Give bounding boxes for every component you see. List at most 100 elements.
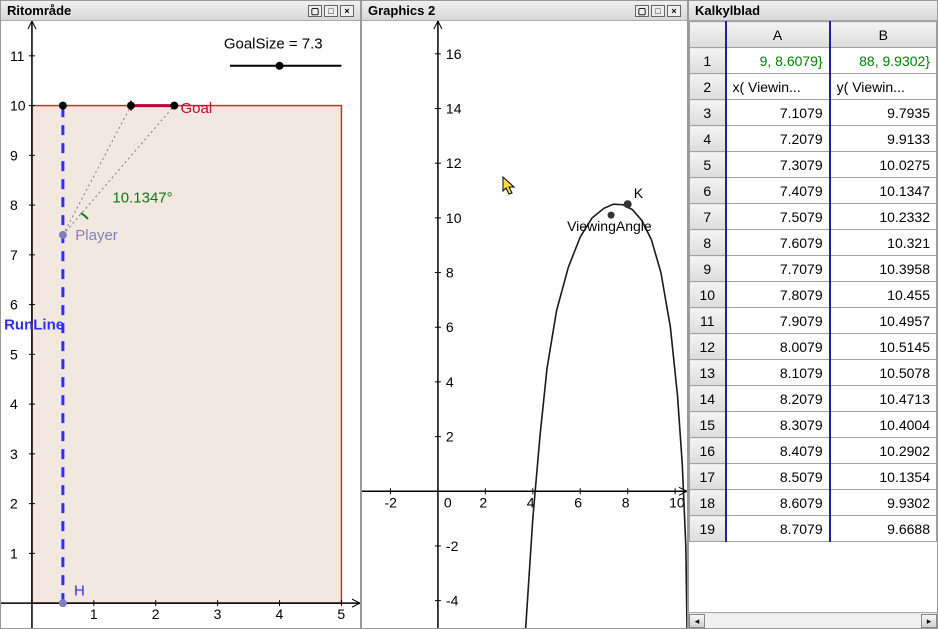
cell[interactable]: y( Viewin...	[830, 74, 937, 100]
svg-text:8: 8	[622, 494, 630, 510]
cell[interactable]: 8.0079	[726, 334, 830, 360]
panel2-window-controls: ▢ □ ×	[635, 5, 681, 17]
row-header[interactable]: 5	[690, 152, 726, 178]
svg-text:1: 1	[90, 606, 98, 622]
detach-icon[interactable]: ▢	[635, 5, 649, 17]
cell[interactable]: 8.5079	[726, 464, 830, 490]
cell[interactable]: 10.0275	[830, 152, 937, 178]
cell[interactable]: 7.3079	[726, 152, 830, 178]
col-header-b[interactable]: B	[830, 22, 937, 48]
panel2-title: Graphics 2	[368, 3, 435, 18]
cell[interactable]: 10.2902	[830, 438, 937, 464]
row-header[interactable]: 3	[690, 100, 726, 126]
cell[interactable]: 7.6079	[726, 230, 830, 256]
svg-text:H: H	[74, 583, 85, 600]
svg-text:3: 3	[10, 446, 18, 462]
svg-text:5: 5	[10, 346, 18, 362]
cell[interactable]: 7.4079	[726, 178, 830, 204]
panel3-title: Kalkylblad	[695, 3, 760, 18]
cell[interactable]: 10.321	[830, 230, 937, 256]
row-header[interactable]: 11	[690, 308, 726, 334]
cell[interactable]: x( Viewin...	[726, 74, 830, 100]
row-header[interactable]: 19	[690, 516, 726, 542]
svg-text:10: 10	[10, 98, 26, 114]
cell[interactable]: 9, 8.6079}	[726, 48, 830, 74]
svg-text:10: 10	[669, 494, 685, 510]
cell[interactable]: 8.4079	[726, 438, 830, 464]
svg-text:K: K	[634, 185, 644, 201]
scroll-right-icon[interactable]: ▸	[921, 614, 937, 628]
cell[interactable]: 10.455	[830, 282, 937, 308]
svg-text:4: 4	[446, 374, 454, 390]
cell[interactable]: 7.5079	[726, 204, 830, 230]
row-header[interactable]: 1	[690, 48, 726, 74]
graphics2-panel: Graphics 2 ▢ □ × -22468100-4-22468101214…	[361, 0, 688, 629]
svg-text:RunLine: RunLine	[4, 316, 64, 333]
row-header[interactable]: 12	[690, 334, 726, 360]
cell[interactable]: 10.2332	[830, 204, 937, 230]
cell[interactable]: 7.2079	[726, 126, 830, 152]
row-header[interactable]: 18	[690, 490, 726, 516]
row-header[interactable]: 13	[690, 360, 726, 386]
cell[interactable]: 7.9079	[726, 308, 830, 334]
row-header[interactable]: 16	[690, 438, 726, 464]
cell[interactable]: 10.1347	[830, 178, 937, 204]
cell[interactable]: 8.6079	[726, 490, 830, 516]
cell[interactable]: 7.7079	[726, 256, 830, 282]
cell[interactable]: 7.1079	[726, 100, 830, 126]
svg-text:7: 7	[10, 247, 18, 263]
spreadsheet-grid[interactable]: A B 19, 8.6079}88, 9.9302} 2x( Viewin...y…	[689, 21, 937, 612]
row-header[interactable]: 15	[690, 412, 726, 438]
panel2-canvas[interactable]: -22468100-4-2246810121416KViewingAngle	[362, 21, 687, 628]
row-header[interactable]: 6	[690, 178, 726, 204]
close-icon[interactable]: ×	[667, 5, 681, 17]
panel2-header: Graphics 2 ▢ □ ×	[362, 1, 687, 21]
cell[interactable]: 8.2079	[726, 386, 830, 412]
cell[interactable]: 9.9133	[830, 126, 937, 152]
cell[interactable]: 8.1079	[726, 360, 830, 386]
detach-icon[interactable]: ▢	[308, 5, 322, 17]
cell[interactable]: 10.4957	[830, 308, 937, 334]
scroll-left-icon[interactable]: ◂	[689, 614, 705, 628]
cell[interactable]: 10.3958	[830, 256, 937, 282]
row-header[interactable]: 7	[690, 204, 726, 230]
row-header[interactable]: 2	[690, 74, 726, 100]
maximize-icon[interactable]: □	[651, 5, 665, 17]
row-header[interactable]: 17	[690, 464, 726, 490]
col-header-a[interactable]: A	[726, 22, 830, 48]
cell[interactable]: 10.5078	[830, 360, 937, 386]
cell[interactable]: 10.1354	[830, 464, 937, 490]
cell[interactable]: 9.6688	[830, 516, 937, 542]
panel1-header: Ritområde ▢ □ ×	[1, 1, 360, 21]
close-icon[interactable]: ×	[340, 5, 354, 17]
svg-text:6: 6	[10, 297, 18, 313]
cell[interactable]: 7.8079	[726, 282, 830, 308]
row-header[interactable]: 4	[690, 126, 726, 152]
svg-text:9: 9	[10, 147, 18, 163]
cell[interactable]: 10.5145	[830, 334, 937, 360]
panel1-canvas[interactable]: 123451234567891011RunLine10.1347°GoalPla…	[1, 21, 360, 628]
svg-text:14: 14	[446, 100, 462, 116]
cell[interactable]: 10.4004	[830, 412, 937, 438]
spreadsheet-table: A B 19, 8.6079}88, 9.9302} 2x( Viewin...y…	[689, 21, 937, 542]
cell[interactable]: 9.7935	[830, 100, 937, 126]
corner-cell[interactable]	[690, 22, 726, 48]
maximize-icon[interactable]: □	[324, 5, 338, 17]
cell[interactable]: 88, 9.9302}	[830, 48, 937, 74]
svg-text:2: 2	[10, 496, 18, 512]
svg-text:3: 3	[214, 606, 222, 622]
row-header[interactable]: 9	[690, 256, 726, 282]
row-header[interactable]: 14	[690, 386, 726, 412]
cell[interactable]: 10.4713	[830, 386, 937, 412]
row-header[interactable]: 8	[690, 230, 726, 256]
h-scrollbar[interactable]: ◂ ▸	[689, 612, 937, 628]
cell[interactable]: 8.7079	[726, 516, 830, 542]
svg-text:1: 1	[10, 545, 18, 561]
scroll-track[interactable]	[705, 614, 921, 628]
svg-text:6: 6	[574, 494, 582, 510]
cell[interactable]: 8.3079	[726, 412, 830, 438]
row-header[interactable]: 10	[690, 282, 726, 308]
svg-text:8: 8	[446, 265, 454, 281]
cell[interactable]: 9.9302	[830, 490, 937, 516]
spreadsheet-body: A B 19, 8.6079}88, 9.9302} 2x( Viewin...y…	[689, 21, 937, 628]
